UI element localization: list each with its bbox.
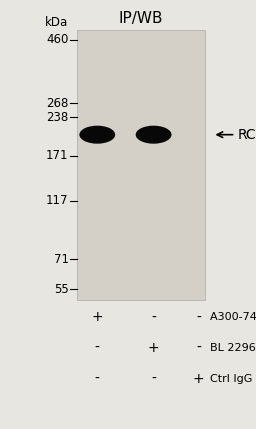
Text: -: - [95, 341, 100, 355]
Text: 268: 268 [46, 97, 69, 110]
Text: kDa: kDa [45, 16, 69, 29]
Text: +: + [148, 341, 159, 355]
Text: +: + [91, 311, 103, 324]
Text: 460: 460 [46, 33, 69, 46]
Text: -: - [196, 311, 201, 324]
Text: -: - [196, 341, 201, 355]
Text: +: + [193, 372, 204, 386]
Text: 117: 117 [46, 194, 69, 207]
Ellipse shape [136, 126, 172, 144]
Text: -: - [151, 311, 156, 324]
Text: RCD8: RCD8 [238, 128, 256, 142]
Text: 55: 55 [54, 283, 69, 296]
Text: IP/WB: IP/WB [119, 11, 163, 26]
Text: -: - [95, 372, 100, 386]
FancyBboxPatch shape [77, 30, 205, 300]
Ellipse shape [79, 126, 115, 144]
Text: BL 2296 IP: BL 2296 IP [210, 343, 256, 353]
Text: 71: 71 [54, 253, 69, 266]
Text: 171: 171 [46, 149, 69, 163]
Text: 238: 238 [46, 111, 69, 124]
Text: -: - [151, 372, 156, 386]
Text: A300-745A IP: A300-745A IP [210, 312, 256, 323]
Text: Ctrl IgG IP: Ctrl IgG IP [210, 374, 256, 384]
